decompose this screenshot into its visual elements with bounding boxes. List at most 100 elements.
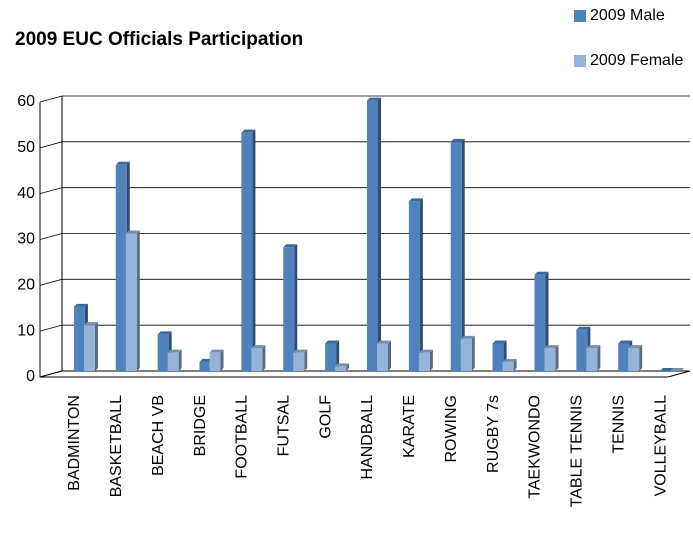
chart-title: 2009 EUC Officials Participation — [15, 29, 303, 50]
bar-front — [586, 348, 598, 371]
bar — [502, 358, 517, 371]
bar-side — [94, 322, 98, 371]
bar — [125, 230, 140, 371]
bar — [660, 368, 675, 371]
bar-side — [346, 363, 350, 371]
bar-top — [251, 345, 266, 349]
bar-front — [335, 366, 347, 371]
bar-top — [325, 340, 340, 344]
bar-side — [178, 349, 182, 371]
bar-front — [157, 334, 169, 371]
bar-top — [367, 97, 381, 101]
y-tick-label: 40 — [17, 185, 35, 202]
bar-top — [544, 345, 559, 349]
bar-top — [450, 138, 465, 142]
x-tick-label: KARATE — [401, 395, 418, 458]
bar-top — [534, 271, 549, 275]
x-tick-label: VOLLEYBALL — [652, 395, 669, 497]
x-tick-label: FUTSAL — [275, 395, 292, 456]
bar-top — [408, 198, 423, 202]
bar-top — [586, 345, 601, 349]
bar-side — [378, 97, 381, 371]
bar — [586, 345, 601, 371]
legend-swatch — [574, 10, 586, 22]
legend-swatch — [574, 55, 586, 67]
bar-front — [115, 164, 127, 371]
bar-side — [555, 345, 559, 371]
bar-side — [597, 345, 601, 371]
bar-front — [167, 352, 179, 371]
bar-front — [450, 141, 462, 371]
bar-top — [209, 349, 224, 353]
bar — [367, 97, 381, 371]
bar-top — [377, 340, 391, 344]
bar — [377, 340, 391, 371]
bar — [83, 322, 98, 371]
bar-front — [618, 343, 630, 371]
bar-side — [294, 244, 298, 371]
grid-line — [39, 141, 690, 149]
bar-front — [293, 352, 305, 371]
bar-side — [471, 335, 475, 371]
bar-top — [670, 368, 685, 371]
bar-top — [241, 129, 256, 133]
bar — [670, 368, 685, 371]
x-tick-label: TAEKWONDO — [527, 395, 544, 499]
bar — [293, 349, 308, 371]
bar-front — [492, 343, 504, 371]
grid-line — [39, 233, 690, 240]
bar-front — [460, 338, 472, 371]
bar-side — [419, 198, 423, 371]
x-tick-label: RUGBY 7s — [485, 395, 502, 473]
bar — [325, 340, 340, 371]
bar-side — [262, 345, 266, 371]
bar-front — [502, 361, 514, 371]
y-tick-label: 30 — [17, 231, 35, 248]
bar-front — [367, 100, 378, 371]
bar-side — [220, 349, 224, 371]
bar-front — [83, 325, 95, 371]
bar-front — [377, 343, 388, 371]
bar-top — [628, 345, 643, 349]
bar — [408, 198, 423, 371]
grid-line — [39, 95, 690, 103]
bar-side — [388, 340, 391, 371]
bar-front — [283, 247, 295, 371]
legend-label: 2009 Female — [590, 52, 683, 69]
bar — [335, 363, 350, 371]
x-tick-label: TENNIS — [610, 395, 627, 454]
grid-line — [39, 187, 690, 195]
bar-top — [125, 230, 140, 234]
legend-label: 2009 Male — [590, 7, 665, 24]
bar-front — [199, 361, 211, 371]
grid-line — [39, 370, 690, 378]
bar-top — [418, 349, 433, 353]
y-tick-label: 0 — [26, 368, 35, 385]
bar-front — [251, 348, 263, 371]
bar-top — [576, 326, 591, 330]
y-tick-label: 60 — [17, 93, 35, 110]
bar — [418, 349, 433, 371]
x-tick-label: BRIDGE — [192, 395, 209, 456]
bar-front — [544, 348, 556, 371]
bar-front — [576, 329, 588, 371]
bar — [460, 335, 475, 371]
y-tick-label: 50 — [17, 139, 35, 156]
bar — [251, 345, 266, 371]
bar-top — [83, 322, 98, 326]
bar — [628, 345, 643, 371]
bar-top — [293, 349, 308, 353]
bar-front — [534, 274, 546, 371]
x-tick-label: TABLE TENNIS — [569, 395, 586, 507]
x-tick-label: BASKETBALL — [108, 395, 125, 497]
bar-front — [73, 306, 85, 371]
x-tick-label: BADMINTON — [66, 395, 83, 491]
bar-side — [136, 230, 140, 371]
x-tick-label: BEACH VB — [150, 395, 167, 476]
bar-top — [73, 303, 88, 307]
bar-front — [418, 352, 430, 371]
bar-top — [618, 340, 633, 344]
bar-top — [460, 335, 475, 339]
bar-front — [325, 343, 337, 371]
grid-line — [39, 324, 690, 332]
